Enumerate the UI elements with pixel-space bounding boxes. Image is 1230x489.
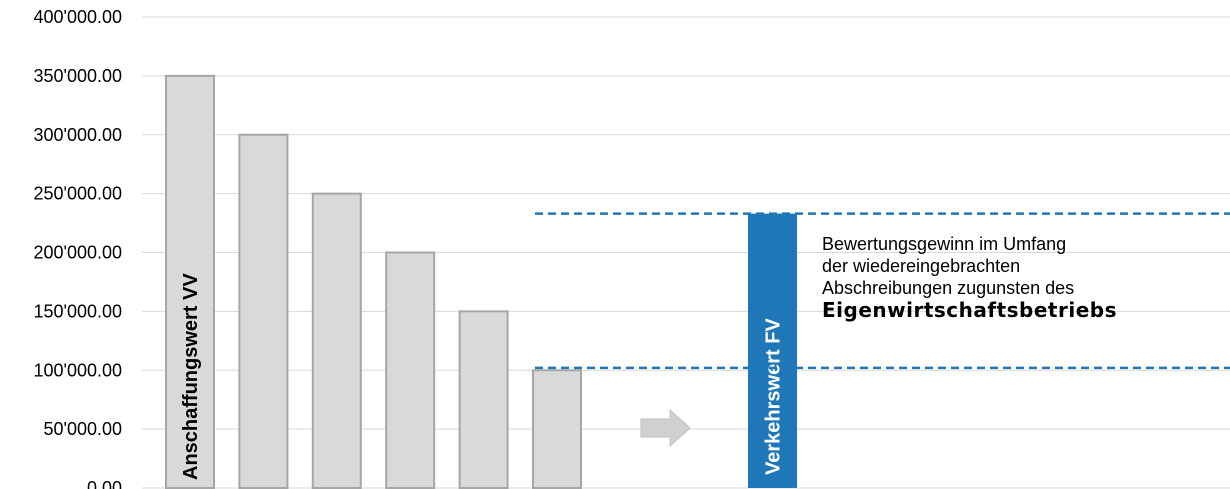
- bar: [458, 310, 509, 489]
- y-tick-label: 200'000.00: [33, 243, 122, 263]
- annotation-line-3: Abschreibungen zugunsten des: [822, 278, 1075, 298]
- y-axis-tick-labels: 0.00 50'000.00 100'000.00 150'000.00 200'000…: [33, 7, 122, 489]
- y-tick-label: 100'000.00: [33, 360, 122, 380]
- bar-label: Anschaffungswert VV: [180, 273, 202, 480]
- reference-lines: [535, 212, 1230, 370]
- fv-bar: [748, 213, 797, 488]
- y-tick-label: 50'000.00: [43, 419, 122, 439]
- y-tick-label: 250'000.00: [33, 184, 122, 204]
- y-tick-label: 400'000.00: [33, 7, 122, 27]
- y-tick-label: 0.00: [87, 478, 122, 489]
- y-tick-label: 350'000.00: [33, 66, 122, 86]
- arrow-right-icon: [640, 408, 691, 448]
- bars: Anschaffungswert VV: [165, 74, 582, 489]
- annotation-text: Bewertungsgewinn im Umfang der wiederein…: [822, 233, 1152, 321]
- y-tick-label: 150'000.00: [33, 301, 122, 321]
- bar: [238, 133, 289, 489]
- bar: [165, 74, 215, 489]
- annotation-line-1: Bewertungsgewinn im Umfang: [822, 234, 1067, 254]
- fv-bar-label: Verkehrswert FV: [763, 318, 785, 475]
- bar: [385, 251, 436, 489]
- bar: [532, 369, 582, 489]
- annotation-highlight: Eigenwirtschaftsbetriebs: [822, 298, 1117, 322]
- bar: [311, 192, 362, 489]
- y-tick-label: 300'000.00: [33, 125, 122, 145]
- fv-bar-group: Verkehrswert FV: [748, 213, 797, 488]
- annotation-line-2: der wiedereingebrachten: [822, 256, 1021, 276]
